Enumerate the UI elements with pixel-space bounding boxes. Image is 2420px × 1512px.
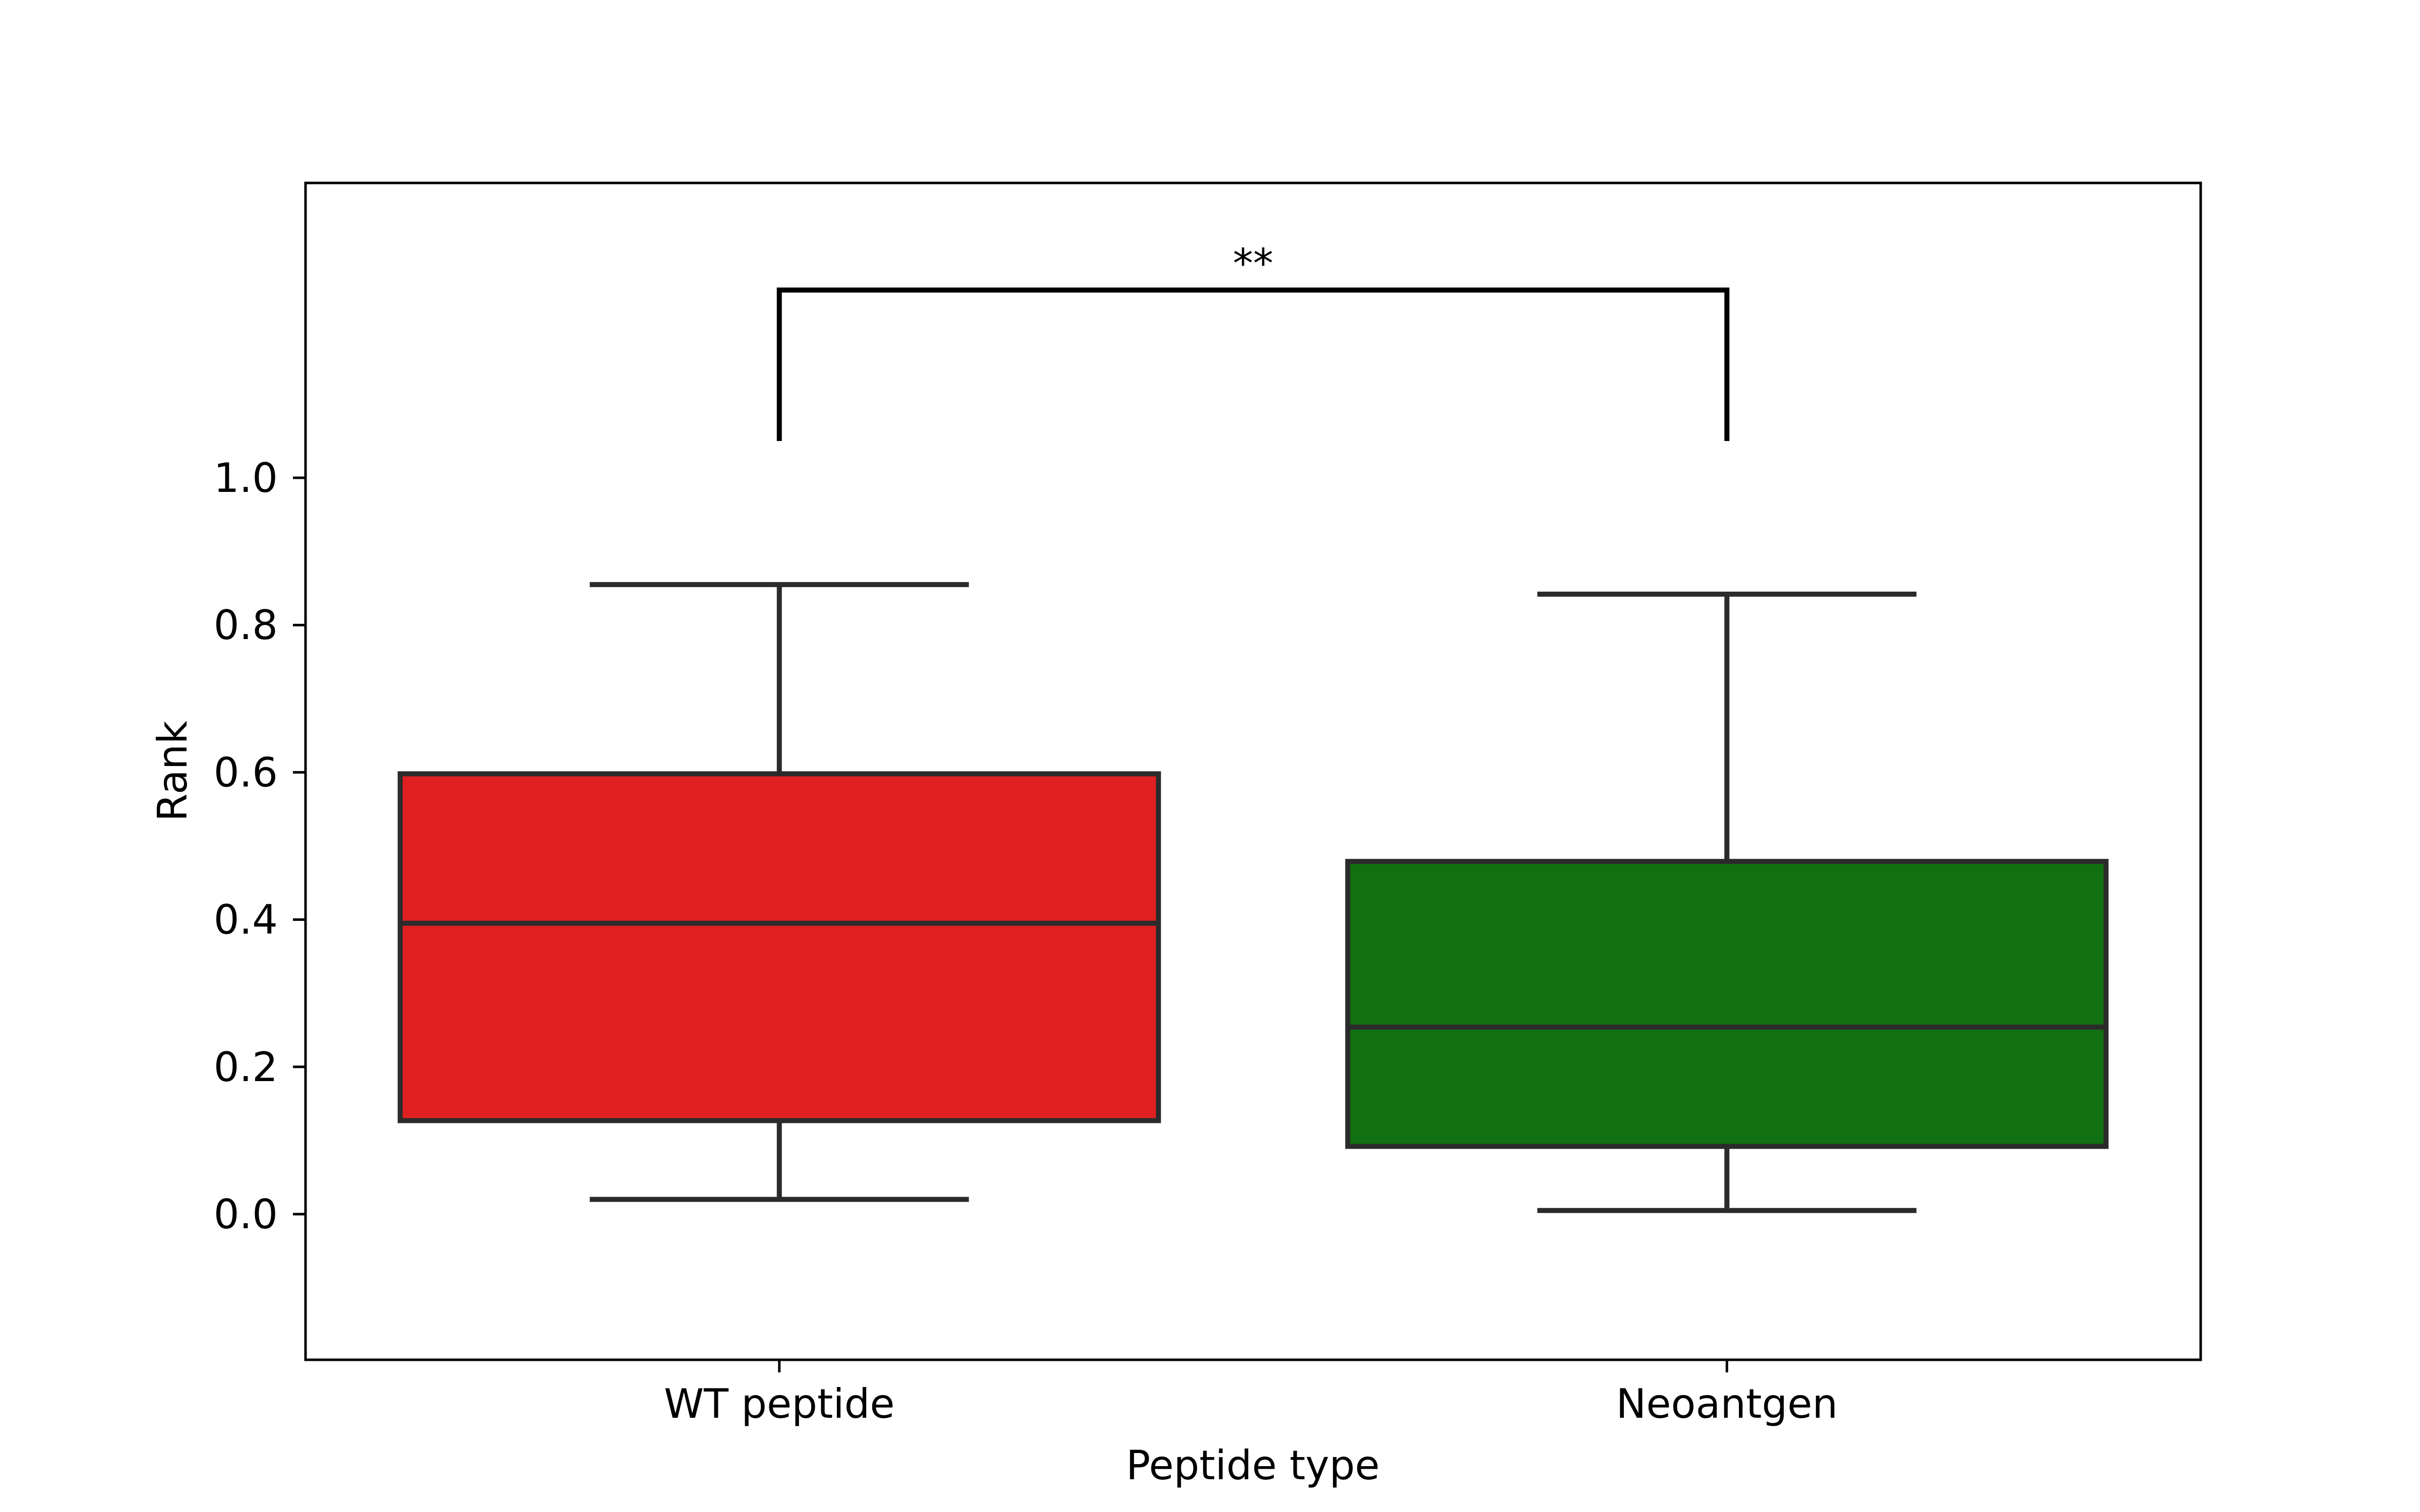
y-tick-label: 0.4 bbox=[214, 897, 278, 943]
significance-label: ** bbox=[1233, 240, 1274, 287]
box-2 bbox=[1345, 591, 2109, 1213]
x-tick-label: Neoantgen bbox=[1616, 1380, 1838, 1427]
y-tick-label: 1.0 bbox=[214, 455, 278, 501]
y-tick-label: 0.0 bbox=[214, 1191, 278, 1238]
y-tick-label: 0.8 bbox=[214, 602, 278, 649]
boxes-layer bbox=[397, 582, 2109, 1213]
y-axis-ticks: 0.0 0.2 0.4 0.6 0.8 1.0 bbox=[214, 455, 306, 1238]
significance-annotation: ** bbox=[776, 240, 1730, 441]
box-1 bbox=[397, 582, 1161, 1202]
y-axis-label: Rank bbox=[149, 720, 196, 822]
x-tick-label: WT peptide bbox=[664, 1380, 895, 1427]
y-tick-label: 0.2 bbox=[214, 1044, 278, 1091]
x-axis-ticks: WT peptide Neoantgen bbox=[664, 1360, 1838, 1427]
y-tick-label: 0.6 bbox=[214, 749, 278, 796]
x-axis-label: Peptide type bbox=[1126, 1442, 1379, 1489]
significance-bracket bbox=[776, 287, 1730, 441]
box-body bbox=[397, 771, 1161, 1123]
box-body bbox=[1345, 859, 2109, 1149]
